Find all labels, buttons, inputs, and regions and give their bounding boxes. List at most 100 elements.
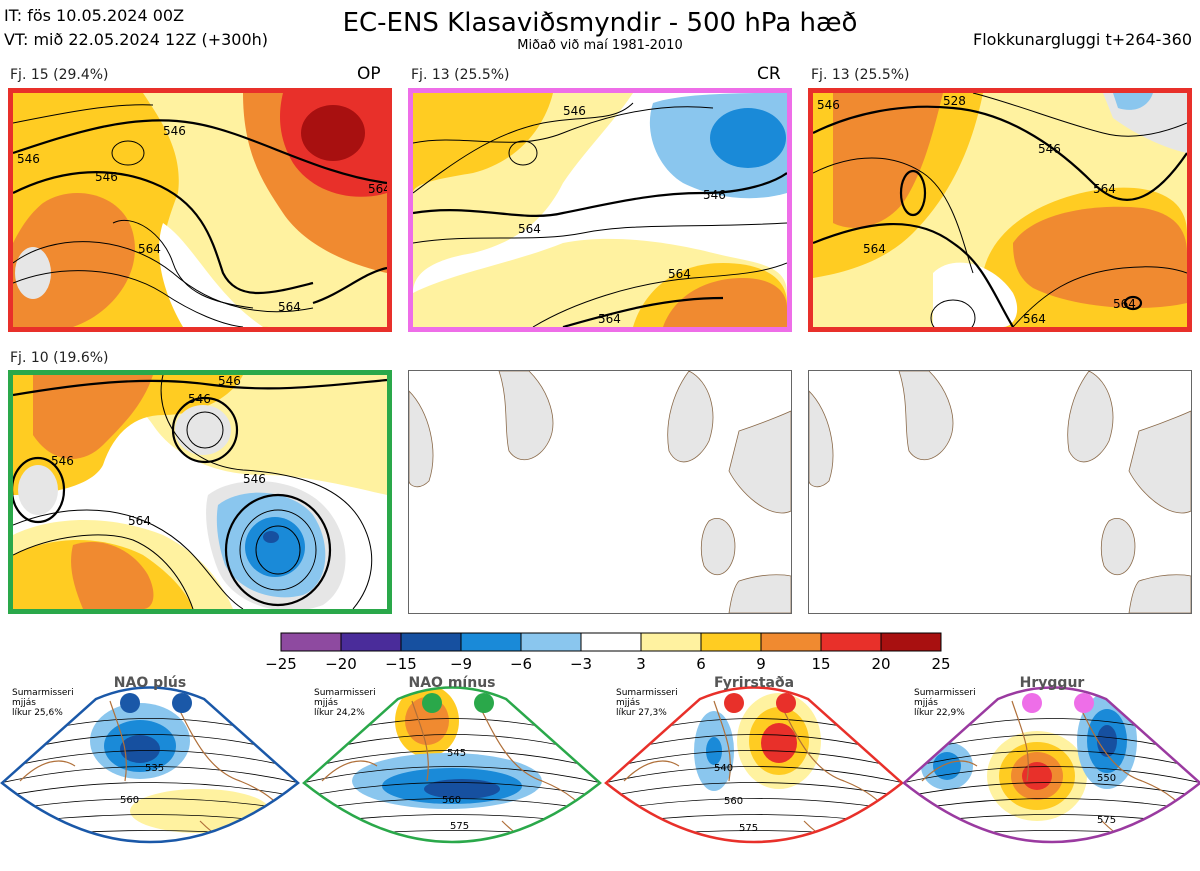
panel-4-contour-5: 546 [51, 454, 74, 468]
colorbar-tick-label: −20 [325, 655, 357, 673]
regime-marker-dot [172, 693, 192, 713]
cluster-map-1-svg: 546 546 564 546 564 564 [13, 93, 387, 327]
regime-info: Sumarmisseri mjjás líkur 27,3% [616, 688, 678, 718]
colorbar-tick-label: 15 [811, 655, 831, 673]
colorbar-tick-label: −25 [265, 655, 297, 673]
colorbar-tick-label: −9 [449, 655, 473, 673]
init-time: IT: fös 10.05.2024 00Z [4, 6, 185, 25]
cluster-map-3: 528 546 546 564 564 564 564 [808, 88, 1192, 332]
cluster-map-2-svg: 546 546 564 564 564 [413, 93, 787, 327]
panel-3-contour-6: 564 [1113, 297, 1136, 311]
panel-2-contour-1: 546 [563, 104, 586, 118]
panel-2-contour-3: 564 [518, 222, 541, 236]
cluster-map-4-svg: 546 546 546 564 546 [13, 375, 387, 609]
colorbar-swatch [820, 632, 882, 652]
regime-marker-dot [474, 693, 494, 713]
colorbar-swatch [340, 632, 402, 652]
panel-4-contour-2: 546 [218, 375, 241, 388]
regime-fan-map: 535 560 [0, 686, 300, 844]
regime-fan-map: 530550575 [902, 686, 1200, 844]
panel-4-contour-3: 546 [243, 472, 266, 486]
colorbar-tick-label: 25 [931, 655, 951, 673]
regime-contour-label: 575 [450, 821, 469, 832]
panel-1-contour-3: 564 [138, 242, 161, 256]
colorbar-tick-label: −6 [509, 655, 533, 673]
regime-contour-label: 540 [714, 763, 733, 774]
panel-3-label: Fj. 13 (25.5%) [811, 67, 910, 83]
regime-contour-label: 535 [145, 763, 164, 774]
panel-4-contour-1: 546 [188, 392, 211, 406]
panel-3-contour-4: 564 [863, 242, 886, 256]
regime-marker-dot [1022, 693, 1042, 713]
regime-fan-map: 540 560 575 [604, 686, 904, 844]
panel-4-label: Fj. 10 (19.6%) [10, 350, 109, 366]
colorbar-tick-label: −15 [385, 655, 417, 673]
panel-2-label: Fj. 13 (25.5%) [411, 67, 510, 83]
panel-1-contour-5: 564 [278, 300, 301, 314]
cluster-map-1: 546 546 564 546 564 564 [8, 88, 392, 332]
cluster-map-6-svg [809, 371, 1191, 613]
page-subtitle: Miðað við maí 1981-2010 [517, 38, 683, 53]
classification-window: Flokkunargluggi t+264-360 [973, 30, 1192, 49]
panel-3-contour-2: 546 [817, 98, 840, 112]
panel-1-contour-2: 546 [163, 124, 186, 138]
valid-time: VT: mið 22.05.2024 12Z (+300h) [4, 30, 269, 49]
regime-title: Hryggur [1019, 675, 1085, 691]
colorbar-swatch [640, 632, 702, 652]
regime-contour-label: 550 [1097, 773, 1116, 784]
colorbar-swatch [760, 632, 822, 652]
page-title: EC-ENS Klasaviðsmyndir - 500 hPa hæð [342, 8, 858, 38]
colorbar-swatch [400, 632, 462, 652]
panel-1-contour-1: 546 [17, 152, 40, 166]
colorbar-swatch [280, 632, 342, 652]
regime-fan-map: 545 560 575 [302, 686, 602, 844]
colorbar-tick-label: 6 [696, 655, 706, 673]
panel-3-contour-7: 564 [1023, 312, 1046, 326]
colorbar-swatch [580, 632, 642, 652]
panel-2-contour-4: 564 [668, 267, 691, 281]
panel-2-contour-5: 564 [598, 312, 621, 326]
panel-3-contour-3: 546 [1038, 142, 1061, 156]
regime-contour-label: 560 [724, 796, 743, 807]
colorbar-swatch [520, 632, 582, 652]
regime-title: NAO mínus [408, 675, 496, 691]
regime-title: Fyrirstaða [713, 675, 795, 691]
regime-contour-label: 560 [120, 795, 139, 806]
cluster-map-3-svg: 528 546 546 564 564 564 564 [813, 93, 1187, 327]
panel-2-contour-2: 546 [703, 188, 726, 202]
cluster-map-5-svg [409, 371, 791, 613]
regime-title: NAO plús [113, 675, 187, 691]
regime-marker-dot [120, 693, 140, 713]
colorbar-swatch [880, 632, 942, 652]
regime-marker-dot [422, 693, 442, 713]
colorbar-tick-label: −3 [569, 655, 593, 673]
panel-1-contour-4: 546 [95, 170, 118, 184]
panel-1-contour-6: 564 [368, 182, 387, 196]
regime-marker-dot [776, 693, 796, 713]
regime-contour-label: 545 [447, 748, 466, 759]
regime-contour-label: 575 [1097, 815, 1116, 826]
regime-info: Sumarmisseri mjjás líkur 25,6% [12, 688, 74, 718]
colorbar [280, 632, 942, 652]
cluster-map-2: 546 546 564 564 564 [408, 88, 792, 332]
panel-1-label: Fj. 15 (29.4%) [10, 67, 109, 83]
regime-info: Sumarmisseri mjjás líkur 22,9% [914, 688, 976, 718]
panel-3-contour-5: 564 [1093, 182, 1116, 196]
cluster-map-5-empty [408, 370, 792, 614]
colorbar-swatch [700, 632, 762, 652]
colorbar-tick-label: 20 [871, 655, 891, 673]
colorbar-tick-label: 9 [756, 655, 766, 673]
panel-4-contour-4: 564 [128, 514, 151, 528]
colorbar-swatch [460, 632, 522, 652]
regime-marker-dot [724, 693, 744, 713]
panel-2-tag: CR [757, 64, 781, 84]
regime-contour-label: 575 [739, 823, 758, 834]
cluster-map-6-empty [808, 370, 1192, 614]
regime-contour-label: 560 [442, 795, 461, 806]
regime-marker-dot [1074, 693, 1094, 713]
panel-3-contour-1: 528 [943, 94, 966, 108]
cluster-map-4: 546 546 546 564 546 [8, 370, 392, 614]
panel-1-tag: OP [357, 64, 381, 84]
colorbar-tick-label: 3 [636, 655, 646, 673]
regime-info: Sumarmisseri mjjás líkur 24,2% [314, 688, 376, 718]
